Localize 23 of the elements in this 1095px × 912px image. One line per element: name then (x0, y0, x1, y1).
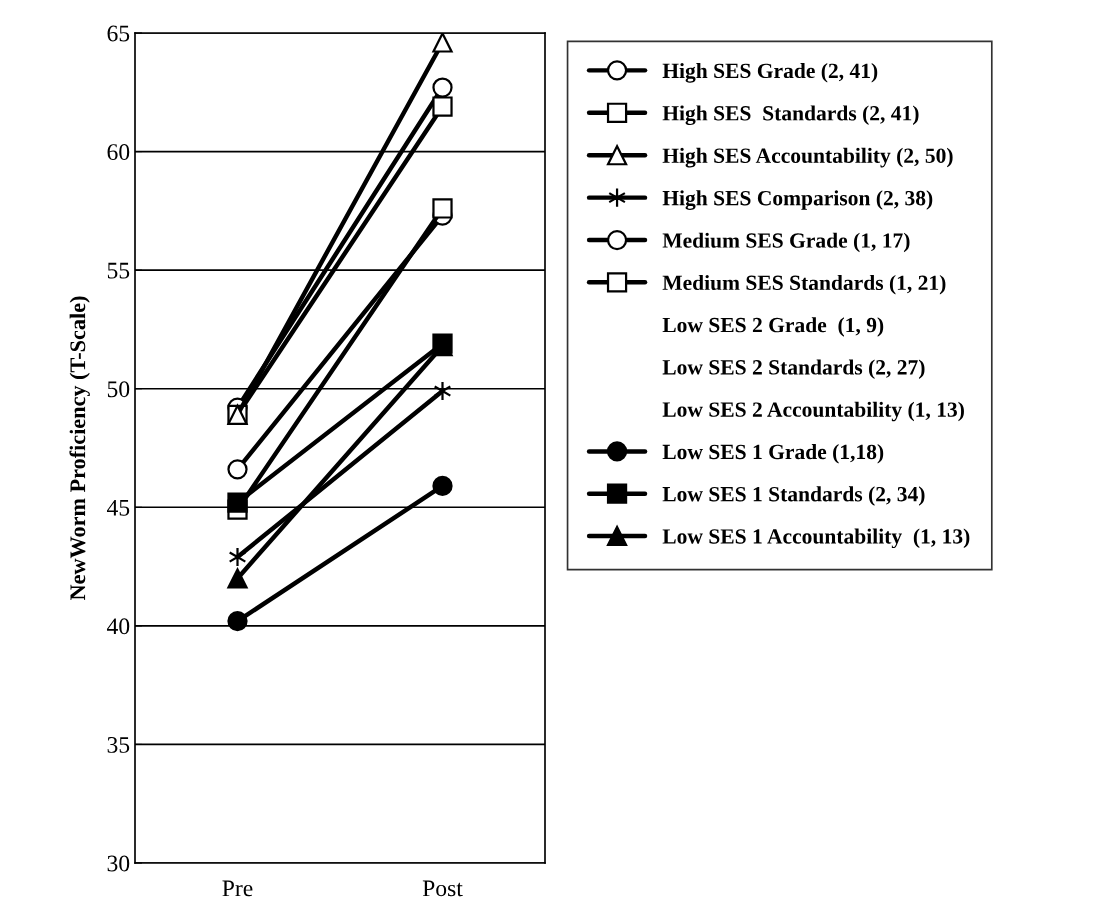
y-tick-label: 35 (107, 736, 130, 753)
y-tick-label: 30 (107, 855, 130, 872)
y-tick-label: 55 (107, 262, 130, 279)
legend-label: High SES Grade (2, 41) (662, 62, 878, 83)
x-tick-label: Pre (222, 880, 253, 897)
x-tick-label: Post (422, 880, 463, 897)
text: Low SES 2 Standards (2, 27) (662, 359, 925, 379)
legend-label: High SES Standards (2, 41) (662, 105, 919, 126)
legend-label: Low SES 1 Accountability (1, 13) (662, 528, 970, 549)
legend-label: High SES Comparison (2, 38) (662, 190, 933, 210)
text: Low SES 2 Grade (1, 9) (662, 317, 884, 337)
y-tick-label: 65 (107, 25, 130, 42)
legend-label: Medium SES Standards (1, 21) (662, 274, 946, 295)
text: Low SES 2 Accountability (1, 13) (662, 401, 964, 422)
legend-label: Medium SES Grade (1, 17) (662, 232, 910, 253)
y-axis-title: NewWorm Proficiency (T-Scale) (69, 296, 90, 601)
legend-label: Low SES 1 Grade (1,18) (662, 444, 884, 464)
legend-label: Low SES 1 Standards (2, 34) (662, 486, 925, 506)
legend-label: High SES Accountability (2, 50) (662, 147, 953, 168)
y-tick-label: 45 (106, 499, 130, 516)
y-tick-label: 40 (106, 618, 130, 635)
y-tick-label: 50 (107, 381, 130, 398)
y-tick-label: 60 (107, 144, 130, 160)
